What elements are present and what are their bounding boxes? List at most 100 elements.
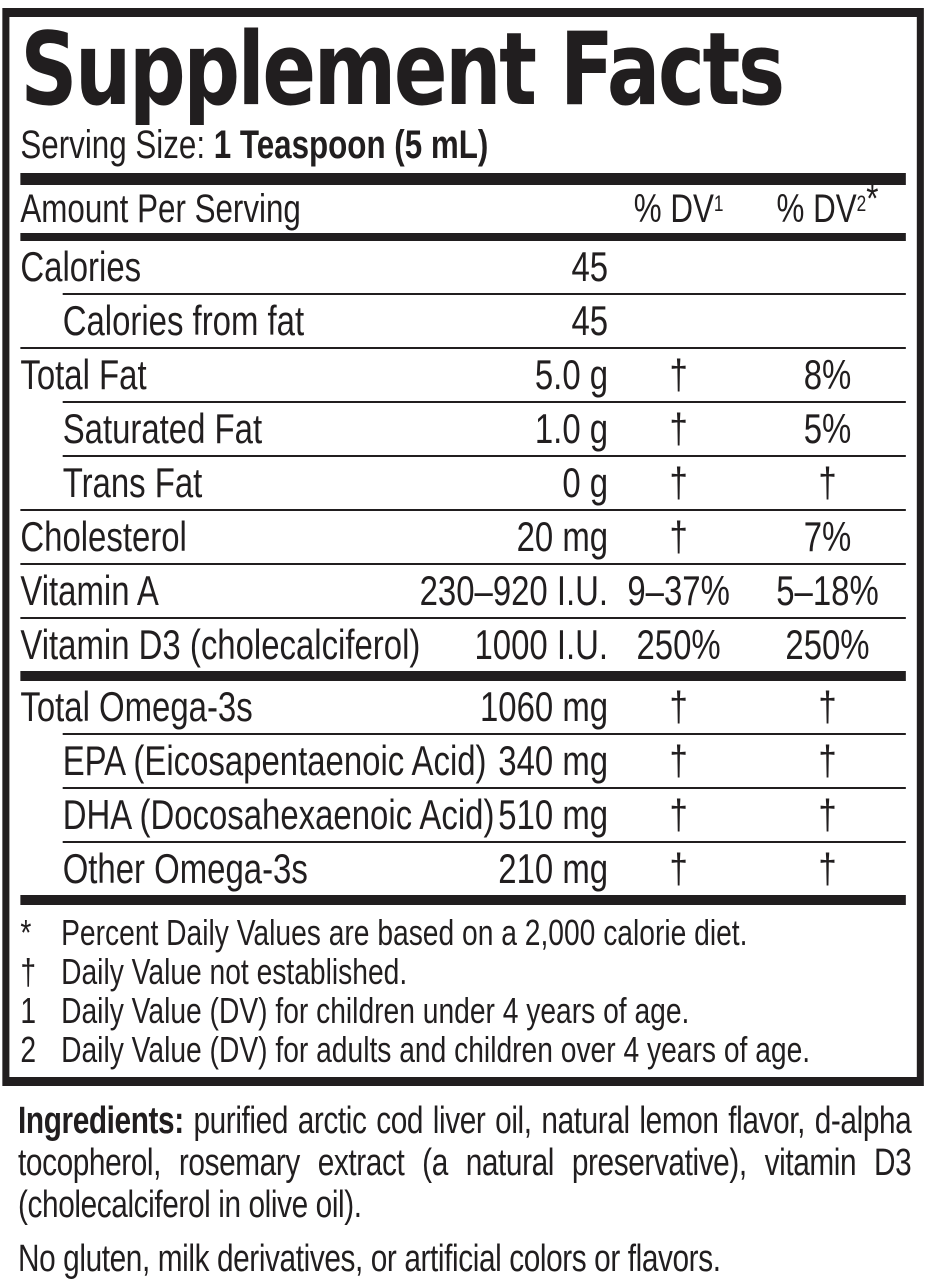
nutrient-amount: 230–920 I.U. [419, 567, 609, 614]
nutrient-name: DHA (Docosahexaenoic Acid) [62, 791, 495, 838]
table-row: Calories 45 [20, 241, 905, 293]
footnote: 2 Daily Value (DV) for adults and childr… [20, 1030, 905, 1069]
nutrient-name: Saturated Fat [62, 405, 263, 452]
footnotes-section: * Percent Daily Values are based on a 2,… [20, 905, 905, 1077]
serving-size-label: Serving Size: [20, 123, 214, 167]
nutrient-name: Other Omega-3s [62, 845, 308, 892]
row-separator [20, 347, 906, 349]
nutrient-dv1: † [669, 791, 688, 838]
dv2-header-superscript: 2 [856, 190, 867, 216]
label-scan: Supplement Facts Serving Size: 1 Teaspoo… [0, 8, 927, 1280]
nutrient-dv2: 250% [785, 621, 870, 668]
nutrient-name: Cholesterol [20, 513, 187, 560]
nutrient-amount: 340 mg [498, 737, 609, 784]
table-row: Vitamin A 230–920 I.U. 9–37% 5–18% [20, 565, 905, 617]
footnote-text: Daily Value not established. [61, 951, 408, 992]
footnote: † Daily Value not established. [20, 952, 905, 991]
row-separator [20, 563, 906, 565]
row-separator [62, 787, 906, 789]
nutrient-amount: 1060 mg [479, 683, 609, 730]
nutrient-name: Total Fat [20, 351, 147, 398]
nutrient-dv1: † [669, 683, 688, 730]
table-row: Total Fat 5.0 g † 8% [20, 349, 905, 401]
nutrient-dv2: 5–18% [776, 567, 879, 614]
row-separator [62, 401, 906, 403]
thick-rule-under-header [20, 233, 906, 241]
nutrient-dv2: † [818, 459, 837, 506]
footnote-marker: 2 [20, 1029, 37, 1070]
nutrient-name: Vitamin A [20, 567, 159, 614]
dv2-header-text: % DV [776, 186, 857, 231]
nutrient-amount: 1000 I.U. [474, 621, 609, 668]
amount-per-serving-header: Amount Per Serving [20, 186, 301, 231]
supplement-facts-panel: Supplement Facts Serving Size: 1 Teaspoo… [2, 8, 924, 1086]
nutrient-name: Calories [20, 243, 142, 290]
nutrient-dv1: 250% [636, 621, 721, 668]
dv1-header-superscript: 1 [713, 190, 724, 216]
row-separator [20, 671, 906, 681]
nutrient-name: EPA (Eicosapentaenoic Acid) [62, 737, 487, 784]
row-separator [62, 733, 906, 735]
nutrient-dv1: † [669, 351, 688, 398]
table-row: Saturated Fat 1.0 g † 5% [20, 403, 905, 455]
nutrient-amount: 45 [571, 297, 609, 344]
table-row: Trans Fat 0 g † † [20, 457, 905, 509]
row-separator [20, 509, 906, 511]
nutrient-amount: 45 [571, 243, 609, 290]
table-row: DHA (Docosahexaenoic Acid) 510 mg † † [20, 789, 905, 841]
nutrient-dv1: † [669, 459, 688, 506]
ingredients-paragraph: Ingredients: purified arctic cod liver o… [2, 1100, 924, 1226]
ingredients-text: purified arctic cod liver oil, natural l… [18, 1100, 912, 1226]
table-row: Other Omega-3s 210 mg † † [20, 843, 905, 895]
footnote-marker: 1 [20, 990, 37, 1031]
nutrient-dv1: 9–37% [627, 567, 730, 614]
nutrient-name: Calories from fat [62, 297, 305, 344]
footnote-text: Daily Value (DV) for children under 4 ye… [61, 990, 690, 1031]
table-row: Calories from fat 45 [20, 295, 905, 347]
nutrient-amount: 0 g [562, 459, 609, 506]
nutrient-dv2: 5% [803, 405, 852, 452]
dv2-header-asterisk: * [866, 176, 879, 221]
dv2-column-header: % DV2* [749, 177, 906, 232]
row-separator [62, 293, 906, 295]
nutrient-dv2: † [818, 845, 837, 892]
nutrient-dv2: † [818, 683, 837, 730]
footnote-text: Daily Value (DV) for adults and children… [61, 1029, 811, 1070]
nutrient-amount: 1.0 g [534, 405, 609, 452]
allergen-statement: No gluten, milk derivatives, or artifici… [18, 1238, 721, 1280]
table-row: Cholesterol 20 mg † 7% [20, 511, 905, 563]
serving-size-value: 1 Teaspoon (5 mL) [213, 123, 489, 167]
nutrient-amount: 510 mg [498, 791, 609, 838]
nutrient-name: Trans Fat [62, 459, 203, 506]
ingredients-label: Ingredients: [18, 1100, 184, 1142]
row-separator [20, 617, 906, 619]
footnote-marker: † [20, 951, 37, 992]
nutrient-dv2: † [818, 791, 837, 838]
nutrient-dv2: 7% [803, 513, 852, 560]
nutrient-amount: 210 mg [498, 845, 609, 892]
column-header-row: Amount Per Serving % DV1 % DV2* [20, 177, 906, 233]
dv1-header-text: % DV [633, 186, 714, 231]
nutrient-amount: 20 mg [516, 513, 609, 560]
nutrient-name: Vitamin D3 (cholecalciferol) [20, 621, 421, 668]
nutrient-table: Calories 45 Calories from fat 45 Total F… [20, 241, 906, 895]
footnote: * Percent Daily Values are based on a 2,… [20, 913, 905, 952]
table-row: EPA (Eicosapentaenoic Acid) 340 mg † † [20, 735, 905, 787]
dv1-column-header: % DV1 [608, 187, 749, 232]
row-separator [62, 455, 906, 457]
nutrient-dv2: † [818, 737, 837, 784]
table-row: Vitamin D3 (cholecalciferol) 1000 I.U. 2… [20, 619, 905, 671]
nutrient-amount: 5.0 g [534, 351, 609, 398]
table-row: Total Omega-3s 1060 mg † † [20, 681, 905, 733]
nutrient-name: Total Omega-3s [20, 683, 253, 730]
thick-rule-above-footnotes [20, 895, 906, 905]
nutrient-dv1: † [669, 845, 688, 892]
nutrient-dv2: 8% [803, 351, 852, 398]
footnote-text: Percent Daily Values are based on a 2,00… [61, 912, 748, 953]
thick-rule-top [20, 173, 906, 185]
panel-title: Supplement Facts [20, 10, 785, 128]
nutrient-dv1: † [669, 737, 688, 784]
nutrient-dv1: † [669, 513, 688, 560]
footnote: 1 Daily Value (DV) for children under 4 … [20, 991, 905, 1030]
nutrient-dv1: † [669, 405, 688, 452]
